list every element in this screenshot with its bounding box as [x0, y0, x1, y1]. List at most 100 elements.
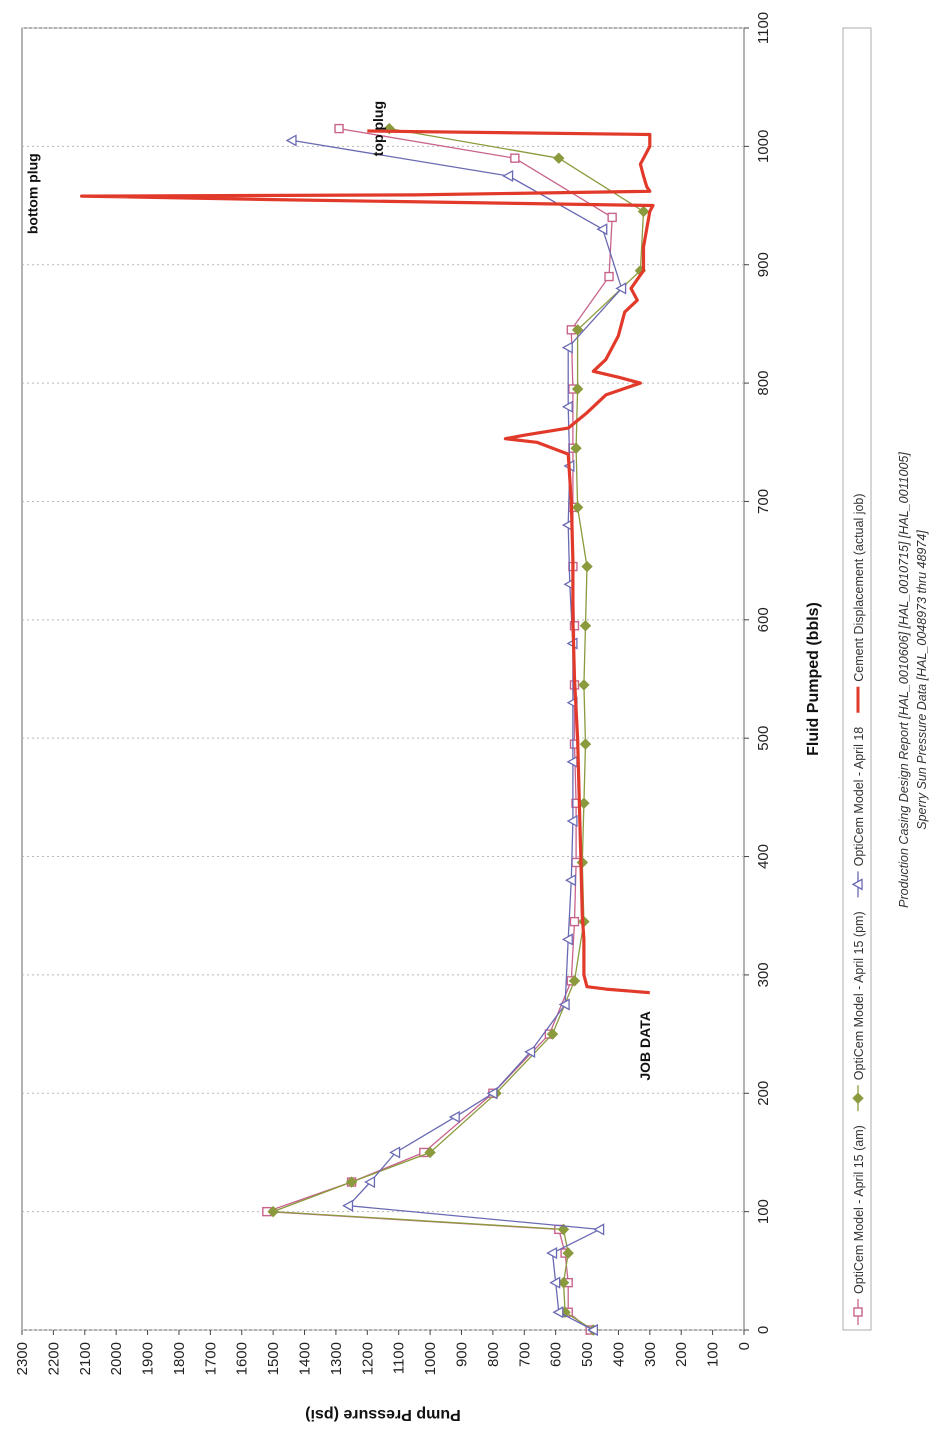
- annotation-job-data: JOB DATA: [637, 1011, 653, 1080]
- series-2-point-7: [389, 1146, 401, 1159]
- series-2-point-1: [552, 1306, 564, 1319]
- series-2-point-0: [586, 1323, 598, 1337]
- series-1-point-9: [546, 1028, 559, 1040]
- series-1-point-7: [424, 1146, 436, 1159]
- series-line-1: [272, 127, 645, 1331]
- volume-tick-100: 100: [755, 1199, 772, 1224]
- legend-label-0: OptiCem Model - April 15 (am): [852, 1125, 866, 1294]
- legend-label-2: OptiCem Model - April 18: [852, 727, 866, 867]
- series-2-point-26: [285, 134, 297, 147]
- pressure-tick-1000: 1000: [422, 1342, 439, 1375]
- source-note-line-2: Sperry Sun Pressure Data [HAL_0048973 th…: [915, 530, 929, 830]
- pressure-tick-0: 0: [736, 1342, 753, 1350]
- series-1-point-6: [345, 1176, 358, 1188]
- plot-background: [21, 27, 745, 1331]
- series-2-point-12: [561, 933, 573, 946]
- series-1-point-21: [571, 324, 584, 336]
- volume-tick-1100: 1100: [755, 12, 772, 44]
- series-1-point-3: [562, 1247, 574, 1259]
- series-2-point-4: [593, 1223, 605, 1236]
- legend: OptiCem Model - April 15 (am) OptiCem Mod…: [842, 27, 872, 1331]
- series-2-point-3: [546, 1246, 558, 1260]
- pressure-tick-1200: 1200: [359, 1342, 376, 1375]
- pressure-tick-1400: 1400: [297, 1342, 314, 1375]
- pressure-tick-1800: 1800: [171, 1342, 188, 1375]
- pressure-tick-100: 100: [705, 1342, 722, 1367]
- series-0-point-22: [604, 271, 614, 282]
- series-2-point-23: [615, 282, 627, 295]
- pressure-tick-700: 700: [516, 1342, 533, 1367]
- series-1-point-20: [571, 383, 584, 395]
- pressure-tick-2000: 2000: [108, 1342, 125, 1375]
- series-1-point-10: [568, 975, 581, 987]
- pressure-tick-1900: 1900: [140, 1342, 157, 1375]
- annotation-bottom-plug: bottom plug: [25, 153, 41, 234]
- series-line-3: [79, 129, 655, 995]
- volume-tick-500: 500: [755, 726, 772, 751]
- series-0-point-24: [510, 153, 520, 163]
- source-note-line-1: Production Casing Design Report [HAL_001…: [897, 452, 911, 908]
- pressure-tick-300: 300: [642, 1342, 659, 1367]
- annotation-top-plug: top plug: [370, 101, 386, 156]
- series-2: [285, 134, 627, 1337]
- volume-tick-labels: 0 100 200 300 400 500 600 700 800 900 1000 1100: [744, 12, 772, 1334]
- series-0-point-23: [607, 212, 617, 223]
- series-0-point-11: [569, 916, 580, 927]
- series-1-point-19: [570, 442, 582, 454]
- series-2-point-9: [486, 1087, 498, 1100]
- pressure-tick-900: 900: [453, 1342, 470, 1367]
- series-1-point-23: [637, 205, 650, 218]
- series-1-point-18: [571, 501, 584, 514]
- volume-tick-700: 700: [755, 489, 772, 514]
- volume-tick-1000: 1000: [755, 130, 772, 163]
- volume-tick-400: 400: [755, 844, 772, 869]
- pressure-tick-2200: 2200: [45, 1342, 62, 1375]
- volume-tick-0: 0: [755, 1326, 772, 1334]
- pressure-tick-1100: 1100: [391, 1342, 408, 1374]
- pressure-tick-1700: 1700: [202, 1342, 219, 1375]
- series-2-point-14: [566, 814, 578, 828]
- pressure-tick-200: 200: [673, 1342, 690, 1367]
- series-2-point-10: [524, 1045, 536, 1058]
- series-2-point-2: [549, 1276, 561, 1289]
- series-3: [79, 129, 655, 995]
- pressure-tick-1300: 1300: [328, 1342, 345, 1375]
- pressure-tick-400: 400: [610, 1342, 627, 1367]
- series-2-point-21: [561, 400, 573, 413]
- series-layer: [79, 122, 655, 1337]
- series-0-point-25: [334, 123, 344, 134]
- volume-tick-200: 200: [755, 1081, 772, 1106]
- series-2-point-25: [502, 169, 514, 183]
- pressure-tick-600: 600: [548, 1342, 565, 1367]
- pressure-tick-1600: 1600: [234, 1342, 251, 1375]
- volume-tick-800: 800: [755, 371, 772, 396]
- x-axis-label: Fluid Pumped (bbls): [805, 602, 822, 756]
- series-1-point-16: [579, 620, 592, 632]
- legend-label-1: OptiCem Model - April 15 (pm): [852, 911, 866, 1080]
- pressure-tick-2100: 2100: [77, 1342, 94, 1375]
- pressure-tick-2300: 2300: [14, 1342, 31, 1375]
- series-1-point-14: [579, 738, 592, 750]
- series-2-point-11: [558, 998, 570, 1011]
- series-2-point-8: [448, 1110, 460, 1124]
- y-axis-label: Pump Pressure (psi): [305, 1406, 461, 1423]
- grid: [22, 27, 744, 1331]
- legend-marker-0: [853, 1307, 863, 1317]
- series-1-point-5: [267, 1205, 279, 1218]
- series-2-point-22: [561, 341, 573, 354]
- pressure-tick-800: 800: [485, 1342, 502, 1367]
- series-2-point-13: [565, 874, 576, 887]
- pressure-tick-labels: 0 100 200 300 400 500 600 700 800 900 1000 1100 1200…: [14, 1330, 753, 1375]
- pressure-tick-500: 500: [579, 1342, 596, 1367]
- series-2-point-24: [596, 223, 608, 236]
- pressure-tick-1500: 1500: [265, 1342, 282, 1375]
- volume-tick-300: 300: [755, 962, 772, 987]
- legend-marker-1: [852, 1092, 864, 1104]
- legend-label-3: Cement Displacement (actual job): [852, 493, 866, 681]
- legend-marker-2: [851, 878, 863, 891]
- series-1-point-17: [581, 560, 593, 573]
- legend-box: [842, 27, 872, 1331]
- volume-tick-900: 900: [755, 252, 772, 277]
- series-2-point-5: [342, 1199, 354, 1212]
